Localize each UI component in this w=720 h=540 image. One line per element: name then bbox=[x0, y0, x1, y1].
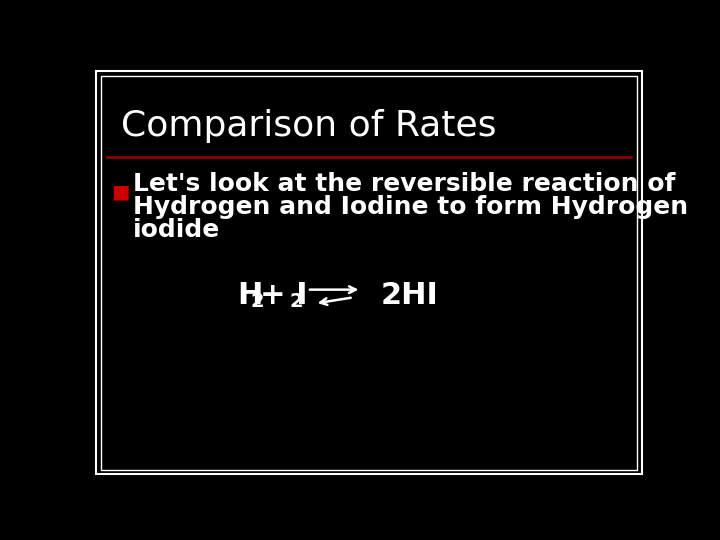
Text: + I: + I bbox=[261, 281, 308, 310]
Text: H: H bbox=[238, 281, 263, 310]
Text: 2HI: 2HI bbox=[381, 281, 438, 310]
Text: Comparison of Rates: Comparison of Rates bbox=[121, 110, 497, 144]
Text: Let's look at the reversible reaction of: Let's look at the reversible reaction of bbox=[132, 172, 675, 196]
Text: iodide: iodide bbox=[132, 218, 220, 242]
Text: 2: 2 bbox=[251, 293, 264, 312]
Text: Hydrogen and Iodine to form Hydrogen: Hydrogen and Iodine to form Hydrogen bbox=[132, 195, 688, 219]
Text: 2: 2 bbox=[290, 293, 304, 312]
Text: ■: ■ bbox=[112, 183, 130, 201]
